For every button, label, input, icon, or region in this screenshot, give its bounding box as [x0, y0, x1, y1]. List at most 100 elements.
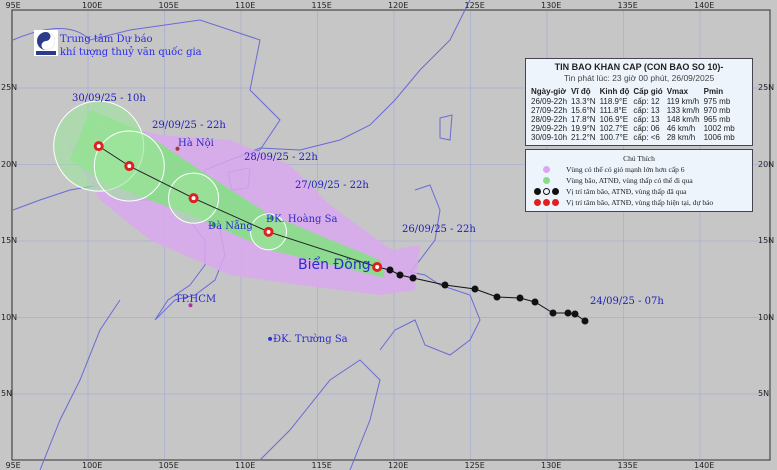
storm-center-dot — [127, 164, 132, 169]
table-cell: cấp: 06 — [633, 124, 660, 133]
green-zone-swatch — [542, 177, 550, 184]
lon-tick-label: 105E — [158, 1, 179, 10]
lon-tick-label: 95E — [5, 461, 21, 470]
table-cell: 19.9°N — [571, 124, 596, 133]
label-danang: Đà Nẵng — [208, 221, 253, 232]
bulletin-box: TIN BAO KHAN CAP (CON BAO SO 10)- Tin ph… — [525, 58, 753, 146]
lat-tick-label: 25N — [1, 83, 18, 92]
coastline-taiwan — [439, 114, 453, 141]
legend-box: Chú Thích Vùng có thể có gió mạnh lớn hơ… — [525, 149, 753, 212]
past-storm-icon — [396, 271, 404, 279]
table-row: 30/09-10h 21.2°N 100.7°E cấp: <6 28 km/h 1006… — [531, 133, 739, 142]
lat-tick-label: 5N — [758, 389, 770, 398]
table-cell: 965 mb — [703, 115, 731, 124]
table-cell: 111.8°E — [599, 106, 627, 115]
lat-tick-label: 20N — [1, 159, 18, 169]
col-header: Vĩ độ — [571, 87, 591, 96]
past-storm-icon — [493, 293, 501, 301]
label-27-09: 27/09/25 - 22h — [295, 180, 369, 191]
label-28-09: 28/09/25 - 22h — [244, 152, 318, 163]
label-29-09: 29/09/25 - 22h — [152, 120, 226, 131]
past-storm-icon — [533, 188, 541, 195]
storm-center-dot — [96, 144, 101, 149]
col-header: Pmin — [703, 87, 724, 96]
hcm-marker — [188, 303, 193, 308]
table-cell: 26/09-22h — [531, 97, 568, 106]
col-header: Ngày-giờ — [531, 87, 567, 96]
legend-label: Vùng bão, ATNĐ, vùng thấp có thể đi qua — [566, 176, 693, 185]
storm-center-dot — [191, 196, 196, 201]
lon-tick-label: 130E — [541, 461, 562, 470]
past-storm-icon — [386, 266, 394, 274]
table-cell: 28 km/h — [666, 133, 696, 142]
table-cell: 1002 mb — [703, 124, 735, 133]
past-storm-icon — [516, 294, 524, 302]
lon-tick-label: 130E — [541, 1, 562, 10]
map-frame — [11, 9, 771, 461]
info-panel: TIN BAO KHAN CAP (CON BAO SO 10)- Tin ph… — [525, 58, 753, 212]
coastline-philippines — [379, 184, 481, 356]
legend-item: Vùng bão, ATNĐ, vùng thấp có thể đi qua — [526, 175, 752, 186]
past-storm-icon — [564, 309, 572, 317]
table-cell: cấp: 13 — [633, 106, 660, 115]
past-storm-icon — [571, 310, 579, 318]
lon-tick-label: 110E — [235, 461, 256, 470]
lat-tick-label: 5N — [1, 389, 13, 398]
table-cell: 13.3°N — [571, 97, 596, 106]
truongsa-marker — [268, 336, 273, 341]
table-cell: 102.7°E — [599, 124, 629, 133]
label-hanoi: Hà Nội — [178, 138, 214, 149]
table-cell: 106.9°E — [599, 115, 629, 124]
forecast-depression-icon — [542, 199, 550, 206]
table-row: 28/09-22h 17.8°N 106.9°E cấp: 13 148 km/h 965… — [531, 115, 739, 124]
coastline-peninsula — [39, 299, 121, 470]
lon-tick-label: 110E — [235, 1, 256, 10]
lon-tick-label: 100E — [82, 461, 103, 470]
nchmf-logo — [34, 30, 58, 56]
bulletin-issued: Tin phát lúc: 23 giờ 00 phút, 26/09/2025 — [563, 73, 715, 83]
past-depression-icon — [542, 188, 550, 195]
lon-tick-label: 140E — [694, 1, 715, 10]
org-line1: Trung tâm Dự báo — [60, 34, 153, 45]
org-line2: khí tượng thuỷ văn quốc gia — [60, 47, 202, 58]
lon-tick-label: 140E — [694, 461, 715, 470]
col-header: Cấp gió — [633, 87, 663, 96]
forecast-table: Ngày-giờ Vĩ độ Kinh độ Cấp gió Vmax Pmin… — [531, 87, 739, 142]
hoangsa-marker — [269, 216, 274, 221]
past-storm-icon — [581, 317, 589, 325]
table-cell: 970 mb — [703, 106, 731, 115]
legend-label: Vị trí tâm bão, ATNĐ, vùng thấp hiện tại… — [566, 198, 714, 207]
table-cell: 28/09-22h — [531, 115, 568, 124]
hanoi-marker — [175, 146, 180, 151]
legend-item: Vùng có thể có gió mạnh lớn hơn cấp 6 — [526, 164, 752, 175]
storm-center-dot — [266, 229, 271, 234]
lon-tick-label: 125E — [464, 1, 485, 10]
past-storm-icon — [531, 298, 539, 306]
table-row: 29/09-22h 19.9°N 102.7°E cấp: 06 46 km/h 1002… — [531, 124, 739, 133]
lon-tick-label: 135E — [617, 461, 638, 470]
past-storm-icon — [471, 285, 479, 293]
bulletin-title: TIN BAO KHAN CAP (CON BAO SO 10)- — [554, 62, 724, 72]
lon-tick-label: 120E — [388, 1, 409, 10]
table-cell: 118.9°E — [599, 97, 628, 106]
label-truongsa: ĐK. Trường Sa — [273, 334, 348, 345]
lat-tick-label: 15N — [758, 236, 775, 245]
table-cell: cấp: 12 — [633, 97, 660, 106]
table-cell: 148 km/h — [666, 115, 700, 124]
table-cell: 15.6°N — [571, 106, 596, 115]
label-30-09: 30/09/25 - 10h — [72, 93, 146, 104]
lon-tick-label: 115E — [311, 1, 332, 10]
legend-label: Vị trí tâm bão, ATNĐ, vùng thấp đã qua — [566, 187, 687, 196]
lon-tick-label: 105E — [158, 461, 179, 470]
table-cell: 30/09-10h — [531, 133, 568, 142]
col-header: Vmax — [666, 87, 689, 96]
table-cell: 133 km/h — [666, 106, 700, 115]
lon-tick-label: 120E — [388, 461, 409, 470]
forecast-low-icon — [551, 199, 559, 206]
current-storm-icon — [533, 199, 541, 206]
past-storm-icon — [549, 309, 557, 317]
table-cell: 17.8°N — [571, 115, 596, 124]
table-cell: cấp: 13 — [633, 115, 660, 124]
